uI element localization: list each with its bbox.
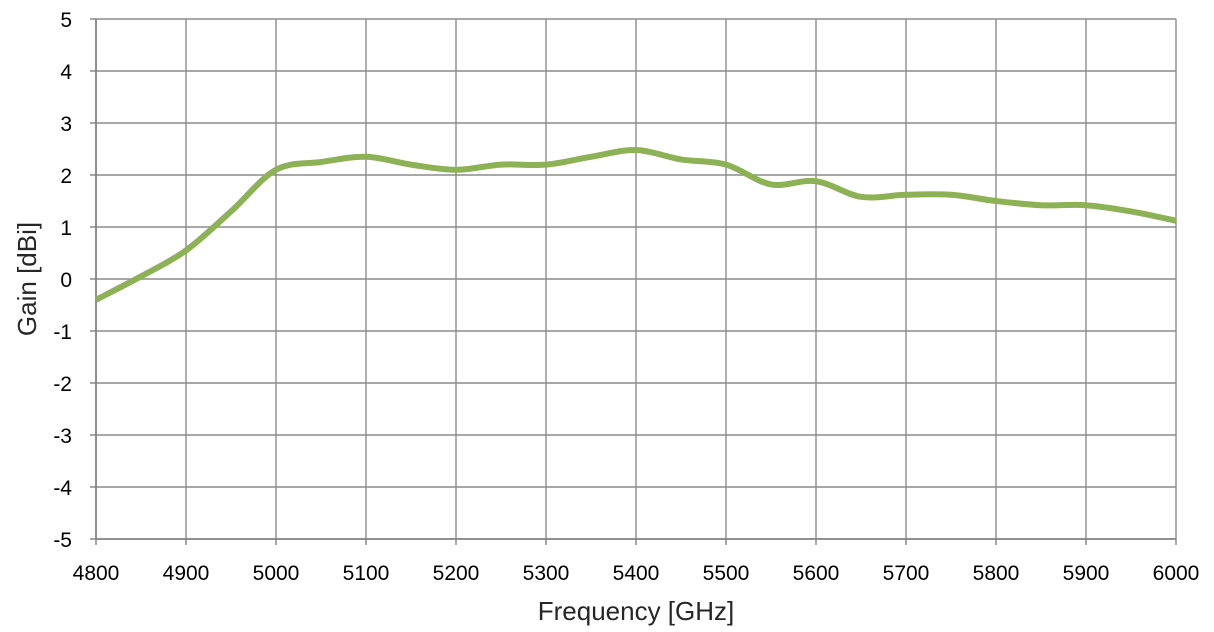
y-axis-title: Gain [dBi] (12, 222, 42, 336)
x-tick-label: 6000 (1153, 562, 1200, 585)
x-tick-label: 5900 (1063, 562, 1110, 585)
y-tick-label: -4 (53, 477, 72, 500)
y-tick-label: 4 (60, 61, 72, 84)
x-tick-label: 4800 (73, 562, 120, 585)
y-tick-label: 5 (60, 9, 72, 32)
x-tick-label: 5800 (973, 562, 1020, 585)
y-tick-label: -5 (53, 529, 72, 552)
x-tick-label: 5100 (343, 562, 390, 585)
axes (90, 18, 1177, 545)
x-axis-title: Frequency [GHz] (538, 596, 735, 626)
y-tick-label: -3 (53, 425, 72, 448)
grid-lines (95, 18, 1177, 540)
y-tick-label: -2 (53, 373, 72, 396)
y-tick-label: 2 (60, 165, 72, 188)
x-tick-label: 5500 (703, 562, 750, 585)
x-tick-labels: 4800 4900 5000 5100 5200 5300 5400 5500 5600 5700… (73, 562, 1200, 585)
y-tick-label: 3 (60, 113, 72, 136)
x-tick-label: 5200 (433, 562, 480, 585)
x-tick-label: 5300 (523, 562, 570, 585)
y-tick-label: 0 (60, 269, 72, 292)
y-tick-labels: -5 -4 -3 -2 -1 0 1 2 3 4 5 (53, 9, 72, 552)
x-tick-label: 5400 (613, 562, 660, 585)
gain-series-line (94, 146, 1177, 303)
x-tick-label: 4900 (163, 562, 210, 585)
y-tick-label: 1 (60, 217, 72, 240)
x-tick-label: 5000 (253, 562, 300, 585)
series-layer (94, 146, 1177, 303)
y-tick-label: -1 (53, 321, 72, 344)
x-tick-label: 5700 (883, 562, 930, 585)
x-tick-label: 5600 (793, 562, 840, 585)
